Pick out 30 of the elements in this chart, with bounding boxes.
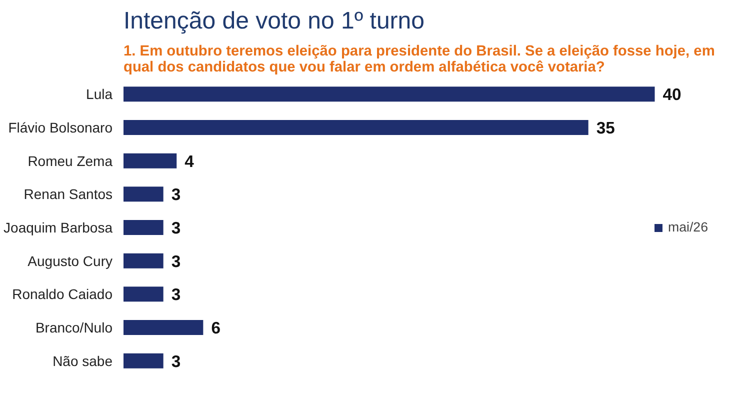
y-tick-label: Joaquim Barbosa [4, 220, 113, 236]
bar [124, 153, 177, 168]
data-label: 40 [662, 85, 682, 104]
data-label: 6 [211, 318, 220, 338]
bar [124, 253, 164, 268]
data-label: 3 [171, 352, 181, 371]
bar [124, 320, 204, 335]
data-label: 3 [171, 185, 181, 204]
data-label: 3 [171, 285, 181, 304]
bar [124, 286, 164, 302]
chart-subtitle: 1. Em outubro teremos eleição para presidente do Brasil. Se a eleição fosse hoje, em qual dos candidatos que vou falar em ordem alfabética você votaria? [124, 44, 715, 76]
data-label: 3 [171, 218, 181, 238]
bar [124, 186, 164, 202]
y-tick-label: Flávio Bolsonaro [8, 120, 113, 136]
y-tick-label: Romeu Zema [28, 152, 113, 169]
chart-title: Intenção de voto no 1º turno [124, 8, 424, 34]
y-tick-label: Não sabe [52, 352, 113, 369]
y-tick-label: Augusto Cury [28, 252, 113, 269]
data-label: 3 [171, 252, 181, 271]
bar [124, 220, 164, 235]
bar [124, 120, 588, 135]
y-tick-label: Lula [86, 86, 113, 102]
y-tick-label: Renan Santos [24, 186, 113, 202]
data-label: 35 [596, 118, 615, 138]
legend-label: mai/26 [668, 220, 708, 234]
y-tick-label: Branco/Nulo [35, 320, 113, 336]
bar [124, 86, 655, 102]
data-label: 4 [184, 152, 195, 171]
y-tick-label: Ronaldo Caiado [12, 286, 113, 302]
bar [124, 353, 164, 368]
